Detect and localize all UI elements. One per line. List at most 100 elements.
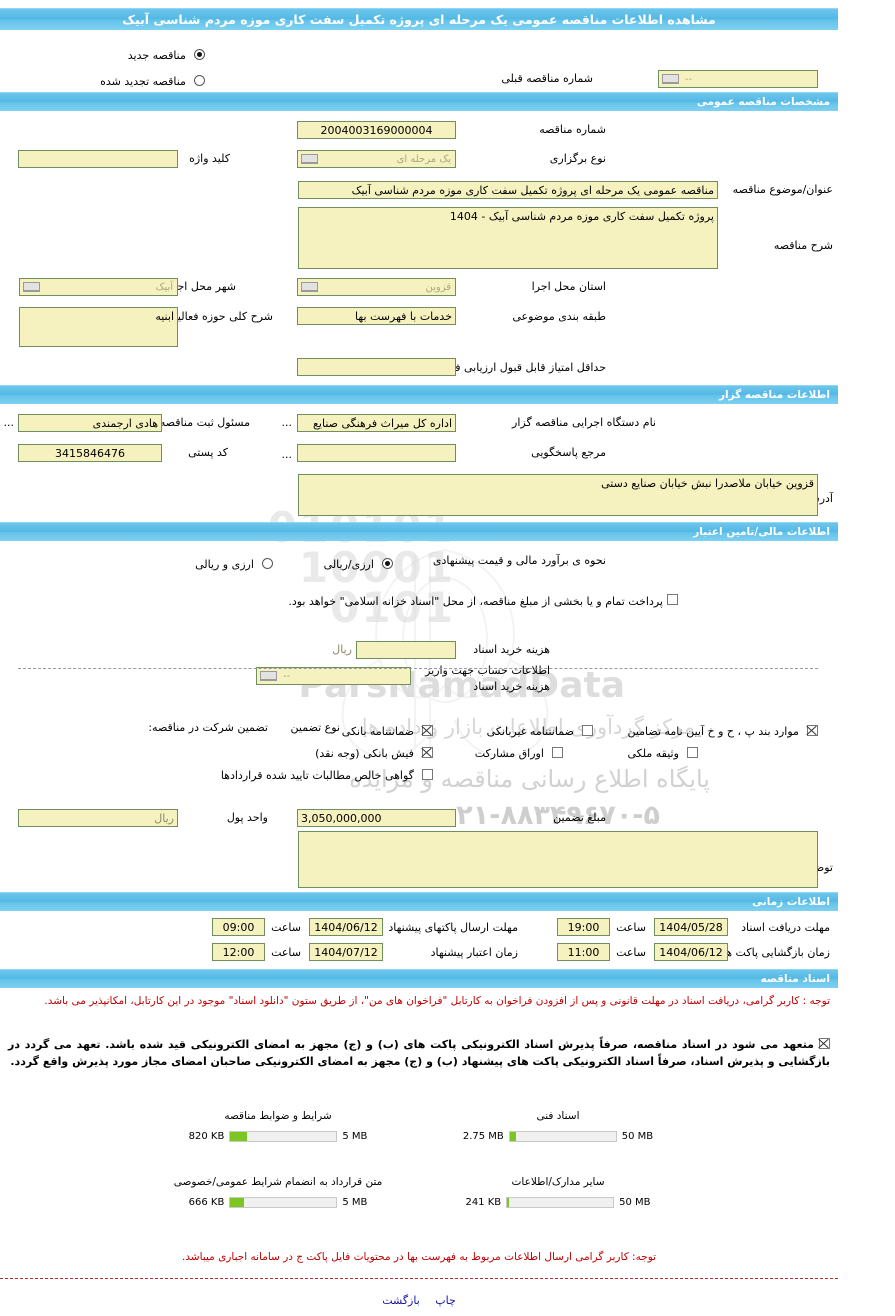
radio-currency-both-dot: [262, 558, 273, 569]
previous-tender-number-select[interactable]: --: [658, 70, 818, 88]
activity-label: شرح کلی حوزه فعالیت: [167, 310, 273, 323]
keyword-label: کلید واژه: [189, 152, 230, 165]
doc-receipt-deadline-time: 19:00: [557, 918, 610, 936]
hour-label: ساعت: [616, 946, 646, 959]
section-financial-title: اطلاعات مالی/تامین اعتبار: [0, 522, 838, 541]
city-select[interactable]: آبیک: [19, 278, 178, 296]
section-schedule: مهلت دریافت اسناد 1404/05/28 ساعت 19:00 …: [0, 911, 838, 969]
commitment-note-row[interactable]: متعهد می شود در اسناد مناقصه، صرفاً پذیر…: [8, 1036, 830, 1070]
back-link[interactable]: بازگشت: [382, 1294, 420, 1307]
file-progress-track: [229, 1131, 338, 1142]
guarantee-option-net-claims[interactable]: گواهی خالص مطالبات تایید شده قراردادها: [221, 764, 433, 783]
section-general: شماره مناقصه 2004003169000004 نوع برگزار…: [0, 111, 838, 277]
guarantee-participation-label: تضمین شرکت در مناقصه:: [148, 721, 268, 734]
category-value: خدمات با فهرست بها: [297, 307, 456, 325]
account-label: اطلاعات حساب جهت واریز هزینه خرید اسناد: [425, 664, 550, 693]
chevron-down-icon: [301, 282, 318, 292]
radio-new-tender-dot: [194, 49, 205, 60]
treasury-checkbox[interactable]: [667, 594, 678, 605]
address-value: قزوین خیابان ملاصدرا نبش خیابان صنایع دس…: [298, 474, 818, 516]
contact-more[interactable]: ...: [281, 448, 293, 461]
checkbox-clause-items: [807, 725, 818, 736]
section-organizer: نام دستگاه اجرایی مناقصه گزار اداره کل م…: [0, 404, 838, 522]
checkbox-net-claims: [422, 769, 433, 780]
file-progress-fill: [230, 1132, 248, 1141]
file-progress-fill: [507, 1198, 510, 1207]
guarantee-option-participation-bonds[interactable]: اوراق مشارکت: [475, 742, 563, 761]
guarantee-option-clause-items[interactable]: موارد بند پ ، ح و خ آیین نامه تضامین: [627, 720, 818, 739]
footer-actions: چاپ بازگشت: [0, 1294, 838, 1307]
file-title: شرایط و ضوابط مناقصه: [224, 1110, 332, 1122]
chevron-down-icon: [23, 282, 40, 292]
envelope-opening-time: 11:00: [557, 943, 610, 961]
checkbox-nonbank-guarantee: [582, 725, 593, 736]
guarantee-option-property-collateral[interactable]: وثیقه ملکی: [627, 742, 698, 761]
commitment-checkbox[interactable]: [819, 1038, 830, 1049]
section-guarantee: تضمین شرکت در مناقصه: نوع تضمین ضمانتنام…: [0, 703, 838, 888]
radio-currency-both-label: ارزی و ریالی: [195, 558, 254, 571]
proposal-submit-deadline-time: 09:00: [212, 918, 265, 936]
radio-new-tender-label: مناقصه جدید: [127, 49, 186, 62]
hour-label: ساعت: [271, 946, 301, 959]
radio-new-tender[interactable]: مناقصه جدید: [128, 44, 205, 63]
guarantee-option-label: اوراق مشارکت: [474, 747, 544, 760]
section-documents: توجه : کاربر گرامی، دریافت اسناد در مهلت…: [0, 988, 838, 1246]
radio-currency-rial[interactable]: ارزی/ریالی: [324, 553, 393, 572]
holding-type-label: نوع برگزاری: [549, 152, 606, 165]
radio-renewed-tender-dot: [194, 75, 205, 86]
doc-cost-value: [356, 641, 456, 659]
agency-label: نام دستگاه اجرایی مناقصه گزار: [512, 416, 656, 429]
treasury-note-label: پرداخت تمام و یا بخشی از مبلغ مناقصه، از…: [288, 595, 663, 608]
tender-type-group: مناقصه جدید مناقصه تجدید شده شماره مناقص…: [0, 30, 838, 92]
chevron-down-icon: [301, 154, 318, 164]
guarantee-notes-value[interactable]: [298, 831, 818, 888]
checkbox-bank-receipt: [422, 747, 433, 758]
subject-label: عنوان/موضوع مناقصه: [732, 183, 833, 196]
print-link[interactable]: چاپ: [435, 1294, 456, 1307]
radio-currency-rial-label: ارزی/ریالی: [323, 558, 374, 571]
guarantee-option-bank-guarantee[interactable]: ضمانتنامه بانکی: [342, 720, 433, 739]
postal-code-value: 3415846476: [18, 444, 162, 462]
radio-renewed-tender[interactable]: مناقصه تجدید شده: [100, 70, 205, 89]
section-documents-title: اسناد مناقصه: [0, 969, 838, 988]
doc-cost-label: هزینه خرید اسناد: [473, 643, 550, 656]
file-other-documents[interactable]: سایر مدارک/اطلاعات 241 KB 50 MB: [418, 1176, 698, 1208]
account-select[interactable]: --: [256, 667, 411, 685]
file-size: 666 KB: [188, 1197, 225, 1208]
treasury-note-row[interactable]: پرداخت تمام و یا بخشی از مبلغ مناقصه، از…: [178, 593, 678, 611]
checkbox-property-collateral: [687, 747, 698, 758]
proposal-submit-deadline-label: مهلت ارسال پاکتهای پیشنهاد: [388, 921, 518, 934]
agency-more[interactable]: ...: [281, 416, 293, 429]
file-size: 2.75 MB: [462, 1131, 504, 1142]
envelope-opening-label: زمان بازگشایی پاکت ها: [722, 946, 830, 959]
province-select[interactable]: قزوین: [297, 278, 456, 296]
footer-divider: [0, 1278, 838, 1279]
guarantee-option-bank-receipt[interactable]: فیش بانکی (وجه نقد): [315, 742, 433, 761]
guarantee-option-label: فیش بانکی (وجه نقد): [315, 747, 414, 760]
registrar-more[interactable]: ...: [3, 416, 15, 429]
file-technical-documents[interactable]: اسناد فنی 2.75 MB 50 MB: [418, 1110, 698, 1142]
estimate-label: نحوه ی برآورد مالی و قیمت پیشنهادی: [432, 554, 606, 567]
guarantee-option-nonbank-guarantee[interactable]: ضمانتنامه غیربانکی: [487, 720, 593, 739]
holding-type-select[interactable]: یک مرحله ای: [297, 150, 456, 168]
chevron-down-icon: [662, 74, 679, 84]
file-terms-and-conditions[interactable]: شرایط و ضوابط مناقصه 820 KB 5 MB: [138, 1110, 418, 1142]
radio-currency-rial-dot: [382, 558, 393, 569]
tender-number-label: شماره مناقصه: [539, 123, 606, 136]
file-progress-track: [506, 1197, 615, 1208]
documents-red-note: توجه : کاربر گرامی، دریافت اسناد در مهلت…: [44, 995, 830, 1007]
contact-value: [297, 444, 456, 462]
guarantee-amount-label: مبلغ تضمین: [553, 811, 606, 824]
category-label: طبقه بندی موضوعی: [512, 310, 606, 323]
keyword-input[interactable]: [18, 150, 178, 168]
proposal-validity-time: 12:00: [212, 943, 265, 961]
tender-view-page: مشاهده اطلاعات مناقصه عمومی یک مرحله ای …: [0, 8, 838, 1316]
subject-value: مناقصه عمومی یک مرحله ای پروژه تکمیل سفت…: [298, 181, 718, 199]
activity-value: ابنیه: [19, 307, 178, 347]
guarantee-currency-value: ریال: [18, 809, 178, 827]
doc-receipt-deadline-label: مهلت دریافت اسناد: [741, 921, 830, 934]
file-max-size: 50 MB: [621, 1131, 654, 1142]
file-contract-text[interactable]: متن قرارداد به انضمام شرایط عمومی/خصوصی …: [138, 1176, 418, 1208]
page-title: مشاهده اطلاعات مناقصه عمومی یک مرحله ای …: [0, 8, 838, 30]
radio-currency-both[interactable]: ارزی و ریالی: [195, 553, 273, 572]
